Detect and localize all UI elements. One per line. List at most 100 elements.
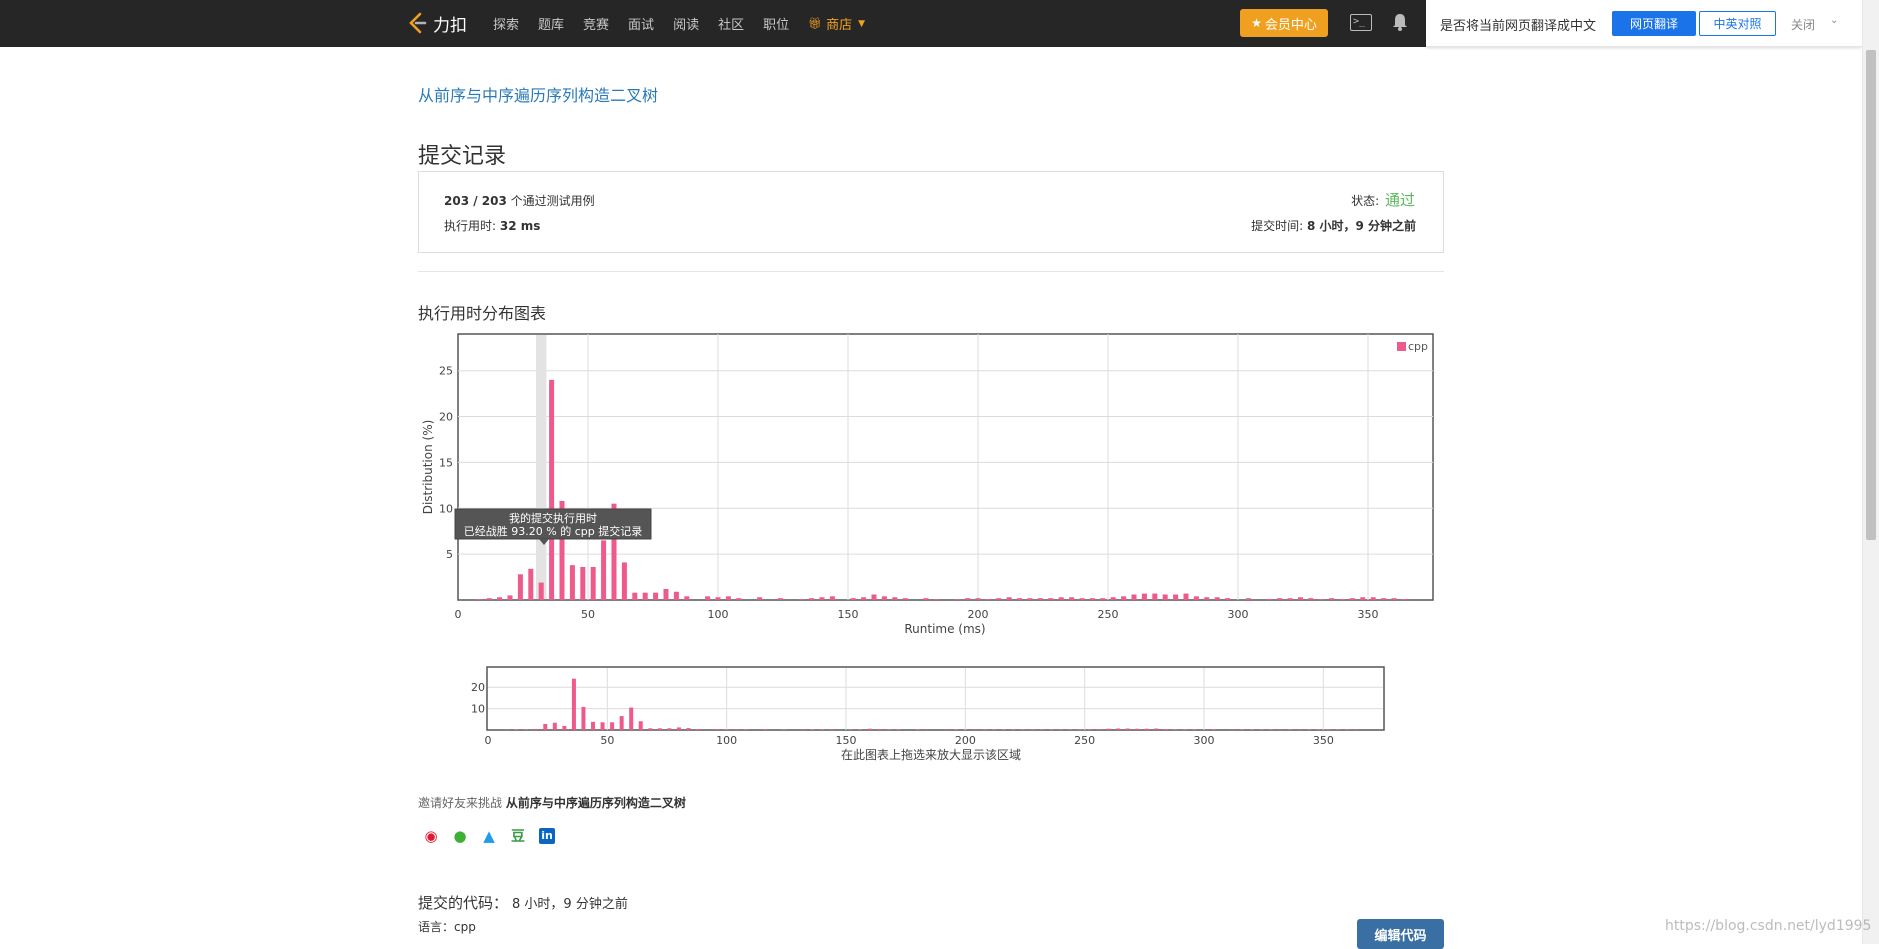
bar[interactable] — [653, 593, 658, 600]
bar[interactable] — [1121, 596, 1126, 600]
bar[interactable] — [1350, 598, 1355, 600]
nav-item-jobs[interactable]: 职位 — [763, 14, 789, 33]
bar[interactable] — [684, 596, 689, 600]
bar[interactable] — [601, 540, 606, 600]
bar[interactable] — [1194, 596, 1199, 600]
bar[interactable] — [872, 594, 877, 600]
bar[interactable] — [1329, 598, 1334, 600]
nav-item-store[interactable]: 🎁︎ 商店 ▼ — [808, 14, 865, 33]
bar[interactable] — [1298, 597, 1303, 600]
douban-icon[interactable]: 豆 — [508, 826, 528, 846]
status-badge[interactable]: 通过 — [1385, 191, 1415, 209]
linkedin-icon[interactable]: in — [537, 826, 557, 846]
bar[interactable] — [1319, 599, 1324, 600]
bar[interactable] — [1402, 599, 1407, 600]
nav-item-explore[interactable]: 探索 — [493, 14, 519, 33]
wechat-icon[interactable]: ● — [450, 826, 470, 846]
bar[interactable] — [892, 597, 897, 600]
bar[interactable] — [674, 592, 679, 600]
translate-page-button[interactable]: 网页翻译 — [1612, 11, 1696, 36]
bar[interactable] — [1277, 598, 1282, 600]
bar[interactable] — [934, 599, 939, 600]
bar[interactable] — [996, 598, 1001, 600]
bar[interactable] — [830, 596, 835, 600]
bar[interactable] — [518, 574, 523, 600]
bar[interactable] — [1059, 597, 1064, 600]
nav-item-community[interactable]: 社区 — [718, 14, 744, 33]
bar[interactable] — [591, 567, 596, 600]
bar[interactable] — [1048, 598, 1053, 600]
bar[interactable] — [726, 596, 731, 600]
page-scrollbar[interactable] — [1862, 0, 1879, 944]
bar[interactable] — [632, 593, 637, 600]
bar[interactable] — [508, 595, 513, 600]
bar[interactable] — [528, 569, 533, 600]
bar[interactable] — [716, 597, 721, 600]
bar[interactable] — [1184, 594, 1189, 600]
bar[interactable] — [1028, 598, 1033, 600]
bilingual-compare-button[interactable]: 中英对照 — [1699, 11, 1776, 36]
chevron-down-icon[interactable]: ⌄ — [1830, 15, 1838, 26]
bar[interactable] — [1340, 599, 1345, 600]
bar[interactable] — [1100, 598, 1105, 600]
nav-item-read[interactable]: 阅读 — [673, 14, 699, 33]
bar[interactable] — [799, 599, 804, 600]
bar[interactable] — [955, 599, 960, 600]
bar[interactable] — [549, 380, 554, 600]
translate-close-button[interactable]: 关闭 — [1791, 16, 1815, 33]
console-icon[interactable]: >_ — [1350, 14, 1372, 31]
leetcode-logo[interactable]: 力扣 — [407, 10, 467, 36]
bar[interactable] — [1215, 597, 1220, 600]
bar[interactable] — [1381, 598, 1386, 600]
bar[interactable] — [1360, 597, 1365, 600]
bar[interactable] — [1267, 599, 1272, 600]
bar[interactable] — [1090, 598, 1095, 600]
bar[interactable] — [757, 597, 762, 600]
bar[interactable] — [1371, 597, 1376, 600]
bar[interactable] — [1111, 597, 1116, 600]
bar[interactable] — [1132, 594, 1137, 600]
bar[interactable] — [1308, 598, 1313, 600]
bar[interactable] — [643, 593, 648, 600]
bar[interactable] — [705, 596, 710, 600]
bar[interactable] — [1038, 598, 1043, 600]
vip-center-button[interactable]: ★ 会员中心 — [1240, 9, 1328, 37]
bar[interactable] — [965, 598, 970, 600]
bar[interactable] — [539, 583, 544, 600]
bar[interactable] — [1069, 597, 1074, 600]
bar[interactable] — [570, 565, 575, 600]
bar[interactable] — [1204, 597, 1209, 600]
nav-item-contest[interactable]: 竞赛 — [583, 14, 609, 33]
bar[interactable] — [809, 598, 814, 600]
bar[interactable] — [882, 596, 887, 600]
bar[interactable] — [664, 589, 669, 600]
bar[interactable] — [1225, 598, 1230, 600]
edit-code-button[interactable]: 编辑代码 — [1357, 919, 1444, 949]
bar[interactable] — [1142, 594, 1147, 600]
bar[interactable] — [476, 599, 481, 600]
bar[interactable] — [487, 598, 492, 600]
bell-icon[interactable] — [1391, 12, 1409, 32]
weibo-icon[interactable]: ◉ — [421, 826, 441, 846]
bar[interactable] — [820, 597, 825, 600]
bar[interactable] — [1152, 594, 1157, 600]
bar[interactable] — [1080, 598, 1085, 600]
bar[interactable] — [622, 562, 627, 600]
bar[interactable] — [986, 599, 991, 600]
problem-link[interactable]: 从前序与中序遍历序列构造二叉树 — [418, 82, 658, 106]
bar[interactable] — [861, 597, 866, 600]
nav-item-interview[interactable]: 面试 — [628, 14, 654, 33]
bar[interactable] — [580, 567, 585, 600]
bar[interactable] — [778, 598, 783, 600]
bar[interactable] — [497, 597, 502, 600]
bar[interactable] — [851, 598, 856, 600]
bar[interactable] — [1017, 598, 1022, 600]
bar[interactable] — [1173, 594, 1178, 600]
nav-item-problems[interactable]: 题库 — [538, 14, 564, 33]
bar[interactable] — [924, 598, 929, 600]
bar[interactable] — [1392, 598, 1397, 600]
scrollbar-thumb[interactable] — [1866, 50, 1876, 540]
bar[interactable] — [1007, 597, 1012, 600]
